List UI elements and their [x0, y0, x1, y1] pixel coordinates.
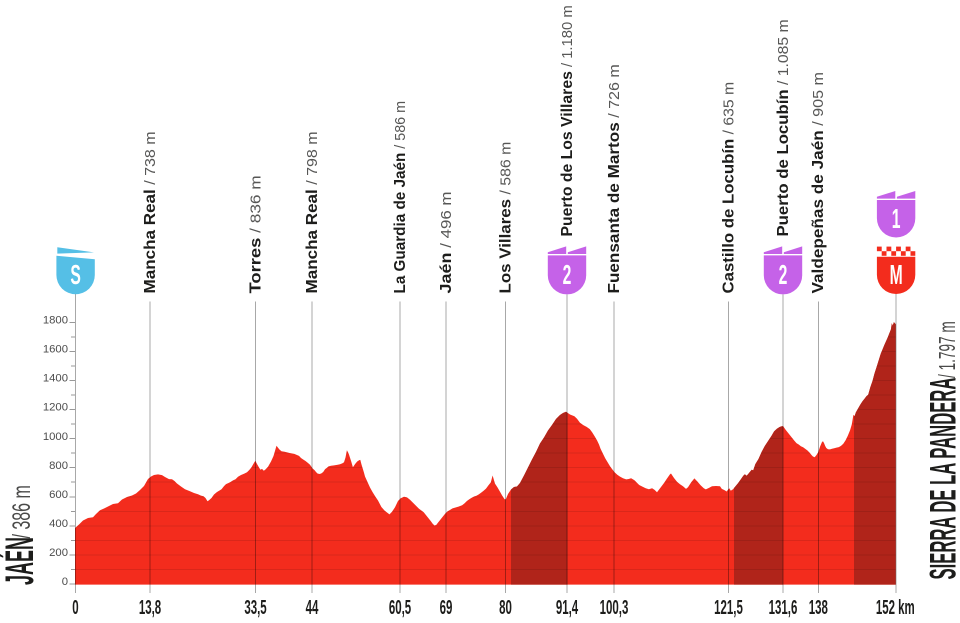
svg-text:152 km: 152 km	[876, 595, 915, 618]
svg-text:Puerto de Locubín / 1.085 m: Puerto de Locubín / 1.085 m	[774, 19, 792, 236]
svg-text:1000: 1000	[43, 431, 68, 443]
svg-text:1200: 1200	[43, 402, 68, 414]
svg-text:91,4: 91,4	[556, 595, 579, 618]
svg-text:138: 138	[809, 595, 828, 618]
svg-text:M: M	[890, 258, 903, 290]
svg-text:131,6: 131,6	[769, 595, 798, 618]
svg-text:400: 400	[49, 518, 68, 530]
svg-text:121,5: 121,5	[714, 595, 743, 618]
svg-text:2: 2	[563, 258, 572, 290]
svg-text:Fuensanta de Martos / 726 m: Fuensanta de Martos / 726 m	[604, 64, 622, 293]
svg-text:La Guardia de Jaén / 586 m: La Guardia de Jaén / 586 m	[392, 101, 409, 294]
svg-text:Valdepeñas de Jaén / 905 m: Valdepeñas de Jaén / 905 m	[809, 72, 827, 293]
svg-text:Los Villares / 586 m: Los Villares / 586 m	[497, 142, 514, 294]
svg-text:0: 0	[62, 576, 68, 588]
svg-text:200: 200	[49, 547, 68, 559]
svg-text:SIERRA DE LA PANDERA: SIERRA DE LA PANDERA	[923, 378, 960, 580]
svg-text:33,5: 33,5	[244, 595, 266, 618]
svg-text:600: 600	[49, 489, 68, 501]
svg-text:Mancha Real / 798 m: Mancha Real / 798 m	[302, 131, 320, 293]
svg-text:Jaén / 496 m: Jaén / 496 m	[437, 192, 455, 294]
svg-text:100,3: 100,3	[600, 595, 629, 618]
svg-text:1: 1	[892, 202, 901, 234]
svg-text:Mancha Real / 738 m: Mancha Real / 738 m	[140, 131, 158, 293]
svg-text:/ 386 m: / 386 m	[9, 485, 36, 538]
svg-text:Puerto de Los Villares / 1.180: Puerto de Los Villares / 1.180 m	[559, 5, 576, 236]
svg-text:/ 1.797 m: / 1.797 m	[935, 321, 960, 378]
svg-text:60,5: 60,5	[389, 595, 411, 618]
svg-text:Torres / 836 m: Torres / 836 m	[245, 175, 264, 293]
svg-text:0: 0	[72, 595, 78, 618]
svg-text:800: 800	[49, 460, 68, 472]
svg-text:44: 44	[306, 595, 319, 618]
svg-text:69: 69	[440, 595, 453, 618]
svg-text:13,8: 13,8	[139, 595, 161, 618]
svg-text:1400: 1400	[43, 373, 68, 385]
svg-text:2: 2	[779, 258, 788, 290]
svg-text:JAÉN: JAÉN	[0, 537, 42, 585]
svg-text:Castillo de Locubín / 635 m: Castillo de Locubín / 635 m	[720, 82, 738, 294]
svg-text:80: 80	[499, 595, 512, 618]
svg-text:S: S	[70, 258, 80, 290]
svg-text:1600: 1600	[43, 344, 68, 356]
svg-text:1800: 1800	[43, 315, 68, 327]
